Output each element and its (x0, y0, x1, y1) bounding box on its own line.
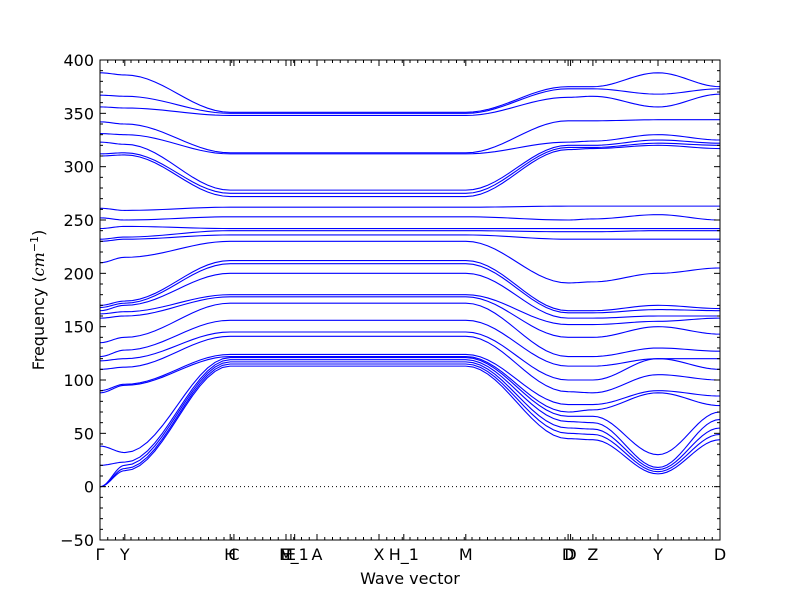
x-tick-label: C (228, 545, 239, 564)
band-line-8 (99, 335, 721, 394)
x-tick-label: Γ (96, 545, 105, 564)
band-line-27 (99, 119, 720, 154)
band-line-28 (99, 93, 721, 117)
y-axis: −50 0 50 100 150 200 250 300 350 400 (60, 51, 720, 550)
band-line-13 (99, 294, 721, 326)
x-tick-label: A (312, 545, 323, 564)
x-tick-label: Y (119, 545, 130, 564)
band-line-14 (99, 272, 720, 319)
band-line-26 (99, 133, 721, 155)
plot-area (99, 72, 721, 488)
y-tick-label: 300 (63, 158, 94, 177)
x-tick-label: H_1 (389, 545, 419, 565)
x-tick-label: Z (587, 545, 598, 564)
y-tick-label: 150 (63, 318, 94, 337)
band-line-1 (99, 365, 721, 488)
y-axis-unit-exponent: −1 (28, 236, 41, 252)
band-line-23 (99, 144, 721, 198)
band-line-22 (99, 205, 720, 211)
x-tick-label: D (562, 545, 574, 564)
band-line-19 (99, 230, 720, 240)
band-line-2 (99, 363, 721, 488)
x-tick-label: D (714, 545, 726, 564)
y-tick-label: 250 (63, 211, 94, 230)
x-tick-label: Y (652, 545, 663, 564)
y-axis-title: Frequency (cm−1) (28, 230, 49, 371)
band-line-9 (99, 331, 721, 381)
x-axis-title: Wave vector (360, 569, 460, 588)
band-line-29 (99, 88, 721, 114)
band-line-20 (99, 225, 720, 230)
band-line-12 (99, 296, 721, 338)
band-line-18 (99, 234, 720, 242)
band-line-7 (99, 353, 721, 406)
y-tick-label: −50 (60, 531, 94, 550)
x-axis: Γ Y HC MEE_1 A X H_1 M DD Z Y D (96, 60, 726, 565)
band-line-4 (99, 359, 721, 469)
x-tick-label: E (286, 545, 296, 564)
y-tick-label: 400 (63, 51, 94, 70)
band-line-15 (99, 263, 721, 314)
band-line-17 (99, 240, 721, 284)
y-axis-title-text: Frequency (29, 288, 48, 371)
band-line-24 (99, 142, 721, 194)
band-line-25 (99, 139, 721, 191)
band-line-5 (99, 357, 721, 456)
x-tick-label: H (224, 545, 236, 564)
x-tick-label: M (459, 545, 473, 564)
y-tick-label: 0 (84, 478, 94, 497)
band-line-6 (99, 355, 721, 413)
y-axis-unit: cm (29, 252, 48, 276)
axes-frame (99, 59, 721, 541)
x-tick-label: E_1 (281, 545, 309, 565)
y-tick-label: 50 (74, 424, 94, 443)
y-tick-label: 350 (63, 104, 94, 123)
y-tick-label: 200 (63, 264, 94, 283)
band-line-21 (99, 214, 721, 221)
band-line-30 (99, 72, 721, 113)
x-tick-label: M (279, 545, 293, 564)
band-line-3 (99, 361, 721, 488)
y-tick-label: 100 (63, 371, 94, 390)
band-line-16 (99, 259, 721, 312)
x-tick-label: X (374, 545, 385, 564)
band-line-11 (99, 302, 721, 358)
band-line-10 (99, 319, 720, 367)
x-tick-label: D (564, 545, 576, 564)
